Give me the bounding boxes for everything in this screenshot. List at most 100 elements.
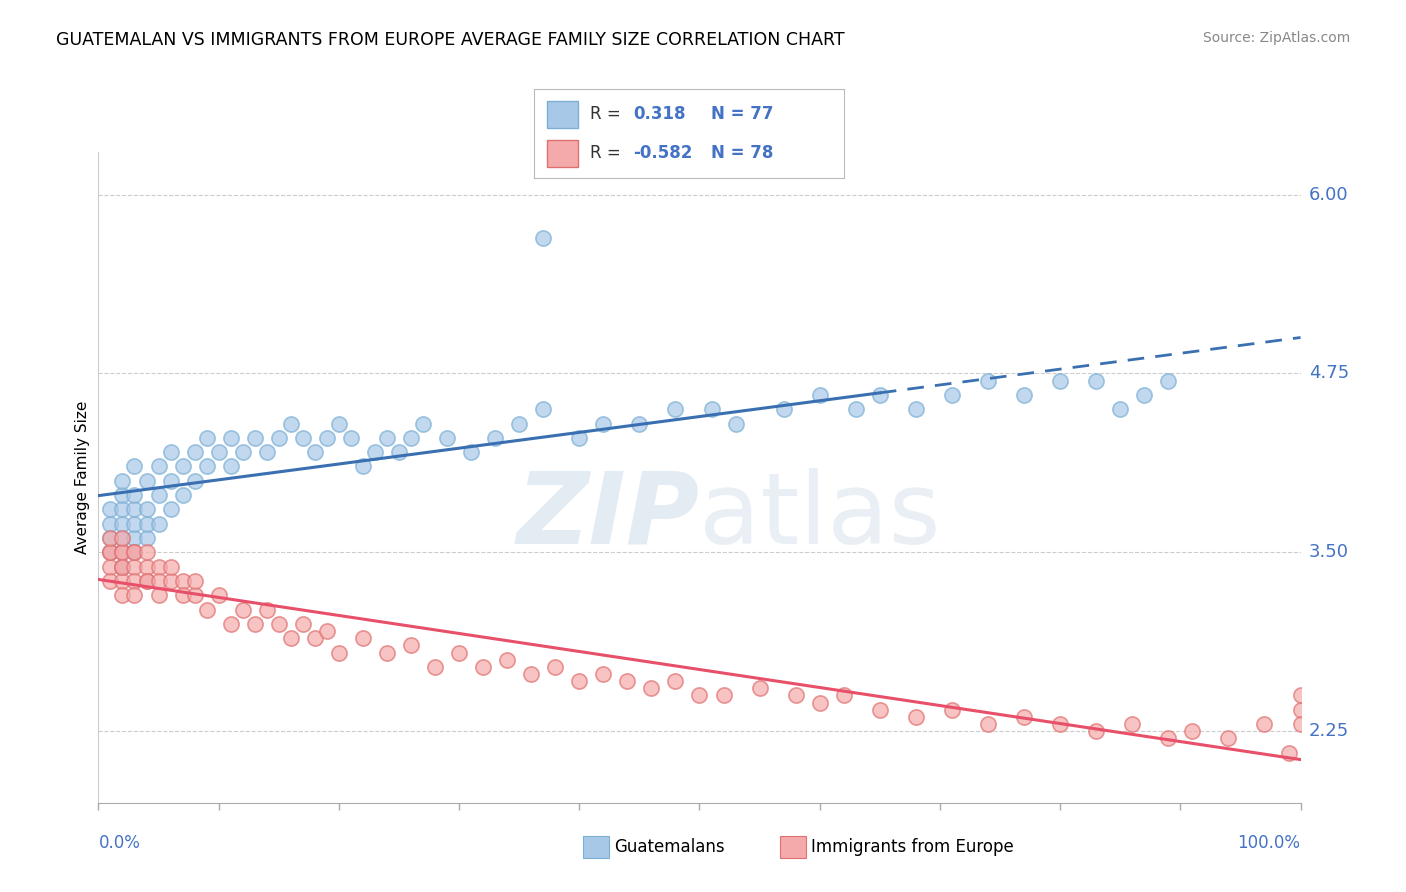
Point bbox=[1121, 717, 1143, 731]
Bar bbox=[547, 140, 578, 167]
Point bbox=[568, 674, 591, 689]
Point bbox=[256, 445, 278, 459]
Text: Immigrants from Europe: Immigrants from Europe bbox=[811, 838, 1014, 856]
Point bbox=[135, 574, 157, 588]
Point bbox=[111, 474, 134, 488]
Point bbox=[124, 545, 146, 559]
Point bbox=[423, 660, 446, 674]
Point bbox=[172, 488, 194, 502]
Point bbox=[352, 631, 374, 645]
Point bbox=[195, 602, 218, 616]
Point bbox=[700, 402, 723, 417]
Point bbox=[172, 459, 194, 474]
Point bbox=[304, 445, 326, 459]
Point bbox=[219, 616, 242, 631]
Point bbox=[135, 474, 157, 488]
Point bbox=[100, 574, 122, 588]
Point bbox=[111, 531, 134, 545]
Point bbox=[904, 402, 927, 417]
Point bbox=[100, 545, 122, 559]
Point bbox=[159, 474, 181, 488]
Point bbox=[243, 616, 266, 631]
Point bbox=[531, 230, 554, 244]
Point bbox=[183, 445, 205, 459]
Point bbox=[460, 445, 482, 459]
Point bbox=[195, 431, 218, 445]
Point bbox=[808, 388, 831, 402]
Point bbox=[111, 559, 134, 574]
Point bbox=[364, 445, 387, 459]
Point bbox=[124, 559, 146, 574]
Point bbox=[111, 545, 134, 559]
Point bbox=[100, 516, 122, 531]
Point bbox=[100, 531, 122, 545]
Point bbox=[124, 545, 146, 559]
Point bbox=[219, 459, 242, 474]
Point bbox=[148, 459, 170, 474]
Point bbox=[328, 417, 350, 431]
Point bbox=[135, 531, 157, 545]
Point bbox=[496, 653, 519, 667]
Point bbox=[941, 388, 963, 402]
Point bbox=[100, 545, 122, 559]
Point bbox=[1157, 731, 1180, 746]
Point bbox=[941, 703, 963, 717]
Point bbox=[172, 574, 194, 588]
Point bbox=[111, 531, 134, 545]
Point bbox=[977, 374, 1000, 388]
Point bbox=[124, 459, 146, 474]
Point bbox=[592, 667, 614, 681]
Point bbox=[724, 417, 747, 431]
Point bbox=[124, 502, 146, 516]
Point bbox=[484, 431, 506, 445]
Point bbox=[267, 616, 290, 631]
Point bbox=[1277, 746, 1299, 760]
Point bbox=[1181, 724, 1204, 739]
Point bbox=[1289, 689, 1312, 703]
Point bbox=[399, 639, 422, 653]
Point bbox=[135, 502, 157, 516]
Point bbox=[616, 674, 638, 689]
Point bbox=[315, 624, 337, 638]
Text: ZIP: ZIP bbox=[516, 467, 699, 565]
Point bbox=[772, 402, 794, 417]
Point bbox=[148, 588, 170, 602]
Point bbox=[977, 717, 1000, 731]
Point bbox=[1218, 731, 1240, 746]
Point bbox=[124, 588, 146, 602]
Text: atlas: atlas bbox=[699, 467, 941, 565]
Text: R =: R = bbox=[591, 145, 626, 162]
Point bbox=[808, 696, 831, 710]
Point bbox=[1157, 374, 1180, 388]
Point bbox=[1049, 717, 1071, 731]
Point bbox=[1289, 717, 1312, 731]
Text: 6.00: 6.00 bbox=[1309, 186, 1348, 203]
Point bbox=[447, 646, 470, 660]
Point bbox=[124, 531, 146, 545]
Point bbox=[375, 431, 398, 445]
Point bbox=[208, 588, 231, 602]
Point bbox=[111, 559, 134, 574]
Point bbox=[219, 431, 242, 445]
Point bbox=[412, 417, 434, 431]
Point bbox=[111, 545, 134, 559]
Point bbox=[111, 502, 134, 516]
Point bbox=[388, 445, 411, 459]
Y-axis label: Average Family Size: Average Family Size bbox=[75, 401, 90, 554]
Point bbox=[520, 667, 543, 681]
Text: -0.582: -0.582 bbox=[633, 145, 693, 162]
Point bbox=[159, 574, 181, 588]
Text: N = 77: N = 77 bbox=[710, 105, 773, 123]
Point bbox=[664, 402, 686, 417]
Text: R =: R = bbox=[591, 105, 626, 123]
Point bbox=[628, 417, 651, 431]
Point bbox=[785, 689, 807, 703]
Point bbox=[111, 488, 134, 502]
Point bbox=[592, 417, 614, 431]
Point bbox=[111, 559, 134, 574]
Point bbox=[1012, 388, 1035, 402]
Text: 4.75: 4.75 bbox=[1309, 365, 1350, 383]
Point bbox=[148, 559, 170, 574]
Point bbox=[124, 545, 146, 559]
Point bbox=[159, 502, 181, 516]
